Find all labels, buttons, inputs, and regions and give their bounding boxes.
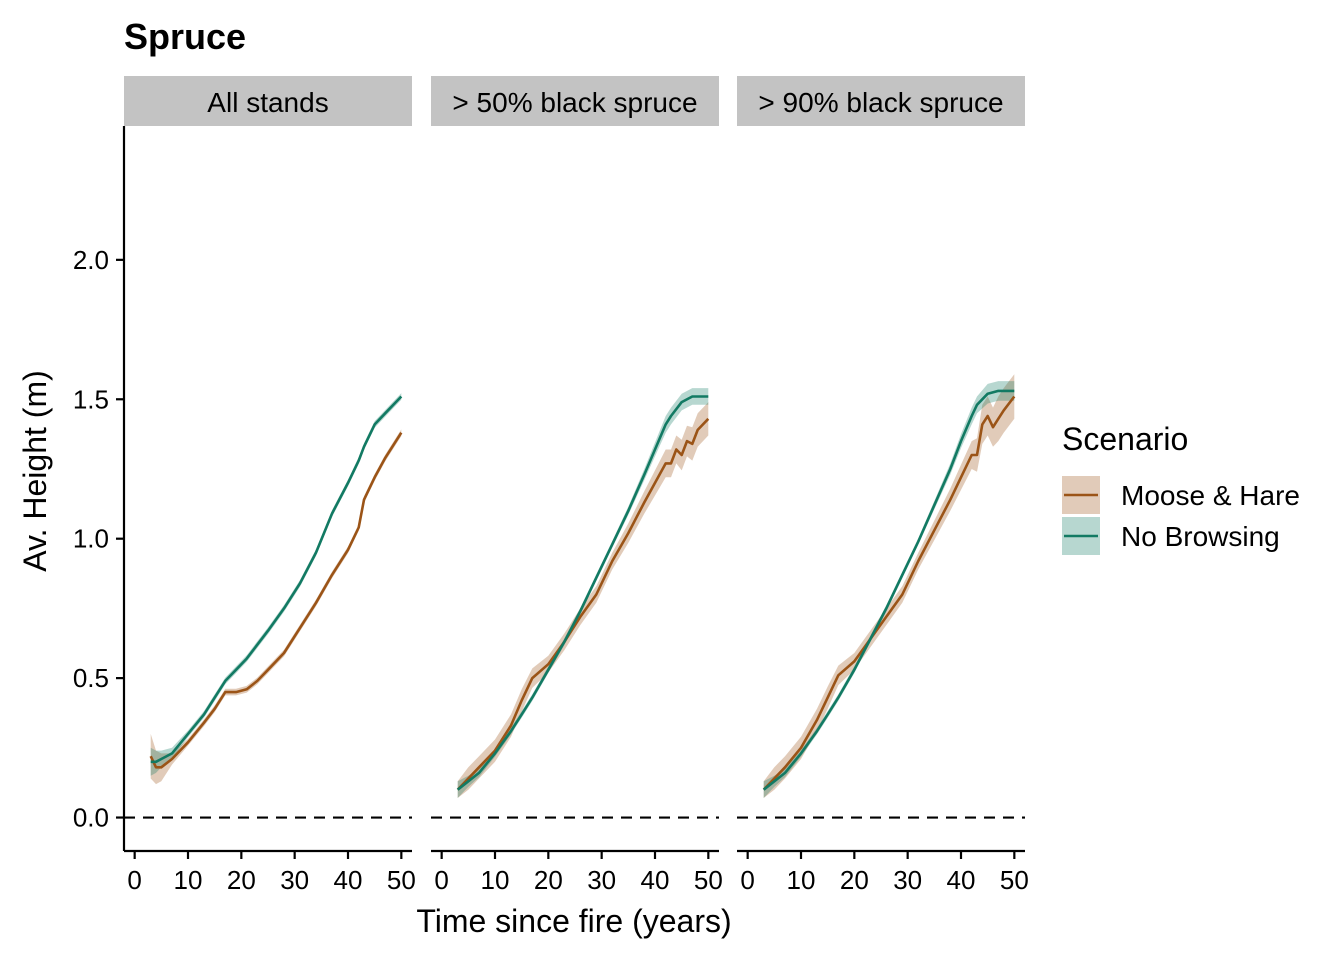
- x-tick-label: 0: [127, 865, 141, 895]
- strip-background: [124, 76, 412, 126]
- x-tick-label: 30: [280, 865, 309, 895]
- y-tick-label: 0.0: [73, 803, 109, 833]
- strip-label: All stands: [207, 87, 328, 118]
- x-axis-title: Time since fire (years): [416, 903, 731, 939]
- series-line-moose-hare: [149, 432, 403, 769]
- legend-key-moose-hare: [1062, 476, 1100, 514]
- chart-title: Spruce: [124, 16, 246, 57]
- x-tick-label: 10: [174, 865, 203, 895]
- series-line-no-browsing: [150, 395, 403, 764]
- legend-title: Scenario: [1062, 421, 1188, 457]
- panel-1: All stands 0 10 20 30 40 50: [124, 76, 416, 895]
- x-tick-label: 50: [694, 865, 723, 895]
- y-tick-label: 0.5: [73, 663, 109, 693]
- x-tick-label: 40: [641, 865, 670, 895]
- legend-key-no-browsing: [1062, 517, 1100, 555]
- series-line-moose-hare: [456, 417, 710, 791]
- strip-background: [431, 76, 719, 126]
- x-tick-label: 30: [587, 865, 616, 895]
- x-tick-label: 10: [787, 865, 816, 895]
- x-tick-label: 40: [947, 865, 976, 895]
- x-tick-label: 20: [534, 865, 563, 895]
- y-tick-label: 1.0: [73, 524, 109, 554]
- y-axis: 0.0 0.5 1.0 1.5 2.0: [73, 126, 126, 851]
- x-tick-label: 50: [1000, 865, 1029, 895]
- x-tick-label: 0: [740, 865, 754, 895]
- x-tick-label: 20: [840, 865, 869, 895]
- x-tick-label: 0: [434, 865, 448, 895]
- panel-3: > 90% black spruce 0 10 20 30 40 50: [737, 76, 1029, 895]
- y-tick-label: 2.0: [73, 245, 109, 275]
- ribbon-moose-hare: [763, 374, 1015, 798]
- strip-label: > 50% black spruce: [452, 87, 697, 118]
- y-axis-title: Av. Height (m): [17, 370, 53, 572]
- series-line-no-browsing: [762, 389, 1015, 791]
- x-tick-label: 50: [387, 865, 416, 895]
- strip-label: > 90% black spruce: [758, 87, 1003, 118]
- x-tick-label: 20: [227, 865, 256, 895]
- x-tick-label: 40: [334, 865, 363, 895]
- legend: Scenario Moose & Hare No Browsing: [1062, 421, 1300, 555]
- series-line-no-browsing: [456, 395, 709, 791]
- strip-background: [737, 76, 1025, 126]
- series-line-moose-hare: [762, 395, 1016, 791]
- x-tick-label: 10: [481, 865, 510, 895]
- panel-2: > 50% black spruce 0 10 20 30 40 50: [431, 76, 723, 895]
- legend-label: Moose & Hare: [1121, 480, 1300, 511]
- y-tick-label: 1.5: [73, 384, 109, 414]
- legend-label: No Browsing: [1121, 521, 1280, 552]
- x-tick-label: 30: [893, 865, 922, 895]
- facet-panels: All stands 0 10 20 30 40 50 > 50% black spruce 0…: [124, 76, 1029, 895]
